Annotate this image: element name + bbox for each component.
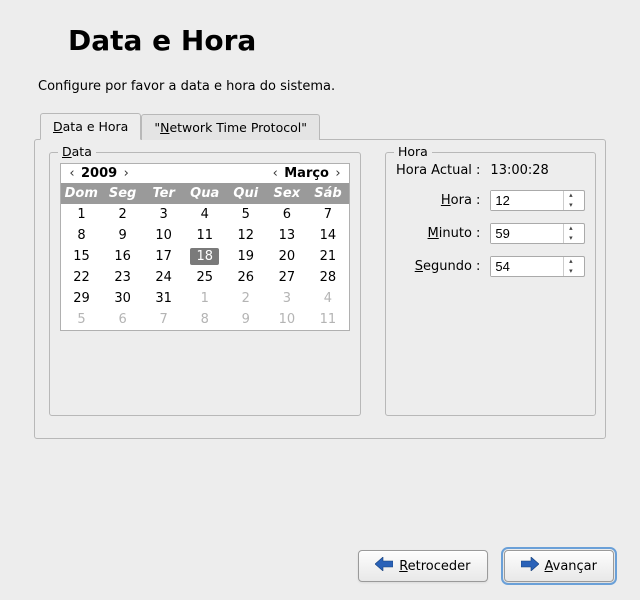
calendar-day[interactable]: 18 bbox=[184, 246, 225, 267]
calendar-day[interactable]: 6 bbox=[102, 309, 143, 330]
calendar-day[interactable]: 22 bbox=[61, 267, 102, 288]
calendar-grid: DomSegTerQuaQuiSexSáb 123456789101112131… bbox=[61, 183, 349, 330]
calendar-day[interactable]: 23 bbox=[102, 267, 143, 288]
date-legend: Data bbox=[58, 144, 96, 159]
calendar-day[interactable]: 17 bbox=[143, 246, 184, 267]
calendar: ‹ 2009 › ‹ Março › DomSegTerQuaQuiSexSáb… bbox=[60, 163, 350, 331]
arrow-right-icon bbox=[521, 557, 539, 575]
second-input[interactable] bbox=[491, 257, 563, 276]
calendar-day[interactable]: 4 bbox=[184, 204, 225, 225]
page-description: Configure por favor a data e hora do sis… bbox=[38, 79, 606, 94]
tab-ntp[interactable]: "Network Time Protocol" bbox=[141, 114, 320, 140]
minute-label: Minuto : bbox=[396, 226, 480, 241]
calendar-day[interactable]: 31 bbox=[143, 288, 184, 309]
calendar-day[interactable]: 7 bbox=[143, 309, 184, 330]
second-up[interactable]: ▴ bbox=[564, 257, 577, 267]
calendar-day[interactable]: 28 bbox=[307, 267, 348, 288]
hour-spinner[interactable]: ▴▾ bbox=[490, 190, 585, 211]
calendar-day[interactable]: 12 bbox=[225, 225, 266, 246]
calendar-month: Março bbox=[284, 166, 329, 181]
calendar-dow: Qua bbox=[184, 183, 225, 204]
calendar-dow: Sáb bbox=[307, 183, 348, 204]
calendar-day[interactable]: 9 bbox=[102, 225, 143, 246]
current-time-value: 13:00:28 bbox=[490, 163, 585, 178]
calendar-day[interactable]: 25 bbox=[184, 267, 225, 288]
current-time-label: Hora Actual : bbox=[396, 163, 480, 178]
calendar-dow: Ter bbox=[143, 183, 184, 204]
tab-panel-date-time: Data ‹ 2009 › ‹ Março › DomSegTerQuaQuiS bbox=[34, 139, 606, 439]
calendar-day[interactable]: 16 bbox=[102, 246, 143, 267]
calendar-day[interactable]: 21 bbox=[307, 246, 348, 267]
month-prev-button[interactable]: ‹ bbox=[268, 166, 282, 181]
calendar-day[interactable]: 26 bbox=[225, 267, 266, 288]
second-label: Segundo : bbox=[396, 259, 480, 274]
calendar-day[interactable]: 11 bbox=[307, 309, 348, 330]
calendar-day[interactable]: 3 bbox=[143, 204, 184, 225]
calendar-day[interactable]: 2 bbox=[102, 204, 143, 225]
calendar-day[interactable]: 11 bbox=[184, 225, 225, 246]
month-next-button[interactable]: › bbox=[331, 166, 345, 181]
calendar-day[interactable]: 24 bbox=[143, 267, 184, 288]
hour-down[interactable]: ▾ bbox=[564, 201, 577, 211]
calendar-day[interactable]: 30 bbox=[102, 288, 143, 309]
calendar-day[interactable]: 29 bbox=[61, 288, 102, 309]
forward-button[interactable]: Avançar bbox=[504, 550, 615, 582]
calendar-day[interactable]: 2 bbox=[225, 288, 266, 309]
back-button[interactable]: Retroceder bbox=[358, 550, 487, 582]
calendar-dow: Dom bbox=[61, 183, 102, 204]
year-prev-button[interactable]: ‹ bbox=[65, 166, 79, 181]
calendar-day[interactable]: 8 bbox=[184, 309, 225, 330]
calendar-day[interactable]: 20 bbox=[266, 246, 307, 267]
year-next-button[interactable]: › bbox=[119, 166, 133, 181]
calendar-day[interactable]: 15 bbox=[61, 246, 102, 267]
date-fieldset: Data ‹ 2009 › ‹ Março › DomSegTerQuaQuiS bbox=[49, 152, 361, 416]
calendar-dow: Seg bbox=[102, 183, 143, 204]
calendar-day[interactable]: 10 bbox=[143, 225, 184, 246]
calendar-day[interactable]: 7 bbox=[307, 204, 348, 225]
tab-bar: Data e Hora "Network Time Protocol" bbox=[40, 112, 606, 139]
calendar-day[interactable]: 19 bbox=[225, 246, 266, 267]
calendar-day[interactable]: 5 bbox=[225, 204, 266, 225]
minute-up[interactable]: ▴ bbox=[564, 224, 577, 234]
calendar-day[interactable]: 8 bbox=[61, 225, 102, 246]
calendar-day[interactable]: 6 bbox=[266, 204, 307, 225]
minute-spinner[interactable]: ▴▾ bbox=[490, 223, 585, 244]
calendar-day[interactable]: 27 bbox=[266, 267, 307, 288]
time-legend: Hora bbox=[394, 144, 432, 159]
calendar-day[interactable]: 1 bbox=[184, 288, 225, 309]
hour-label: Hora : bbox=[396, 193, 480, 208]
calendar-dow: Qui bbox=[225, 183, 266, 204]
minute-down[interactable]: ▾ bbox=[564, 234, 577, 244]
calendar-year: 2009 bbox=[81, 166, 117, 181]
second-spinner[interactable]: ▴▾ bbox=[490, 256, 585, 277]
calendar-day[interactable]: 4 bbox=[307, 288, 348, 309]
calendar-day[interactable]: 1 bbox=[61, 204, 102, 225]
calendar-dow: Sex bbox=[266, 183, 307, 204]
calendar-day[interactable]: 13 bbox=[266, 225, 307, 246]
arrow-left-icon bbox=[375, 557, 393, 575]
page-title: Data e Hora bbox=[68, 24, 606, 57]
calendar-day[interactable]: 3 bbox=[266, 288, 307, 309]
second-down[interactable]: ▾ bbox=[564, 267, 577, 277]
hour-input[interactable] bbox=[491, 191, 563, 210]
calendar-day[interactable]: 9 bbox=[225, 309, 266, 330]
time-fieldset: Hora Hora Actual : 13:00:28 Hora : ▴▾ Mi… bbox=[385, 152, 596, 416]
footer-buttons: Retroceder Avançar bbox=[358, 550, 614, 582]
calendar-day[interactable]: 5 bbox=[61, 309, 102, 330]
calendar-day[interactable]: 14 bbox=[307, 225, 348, 246]
calendar-day[interactable]: 10 bbox=[266, 309, 307, 330]
minute-input[interactable] bbox=[491, 224, 563, 243]
hour-up[interactable]: ▴ bbox=[564, 191, 577, 201]
tab-date-time[interactable]: Data e Hora bbox=[40, 113, 141, 140]
